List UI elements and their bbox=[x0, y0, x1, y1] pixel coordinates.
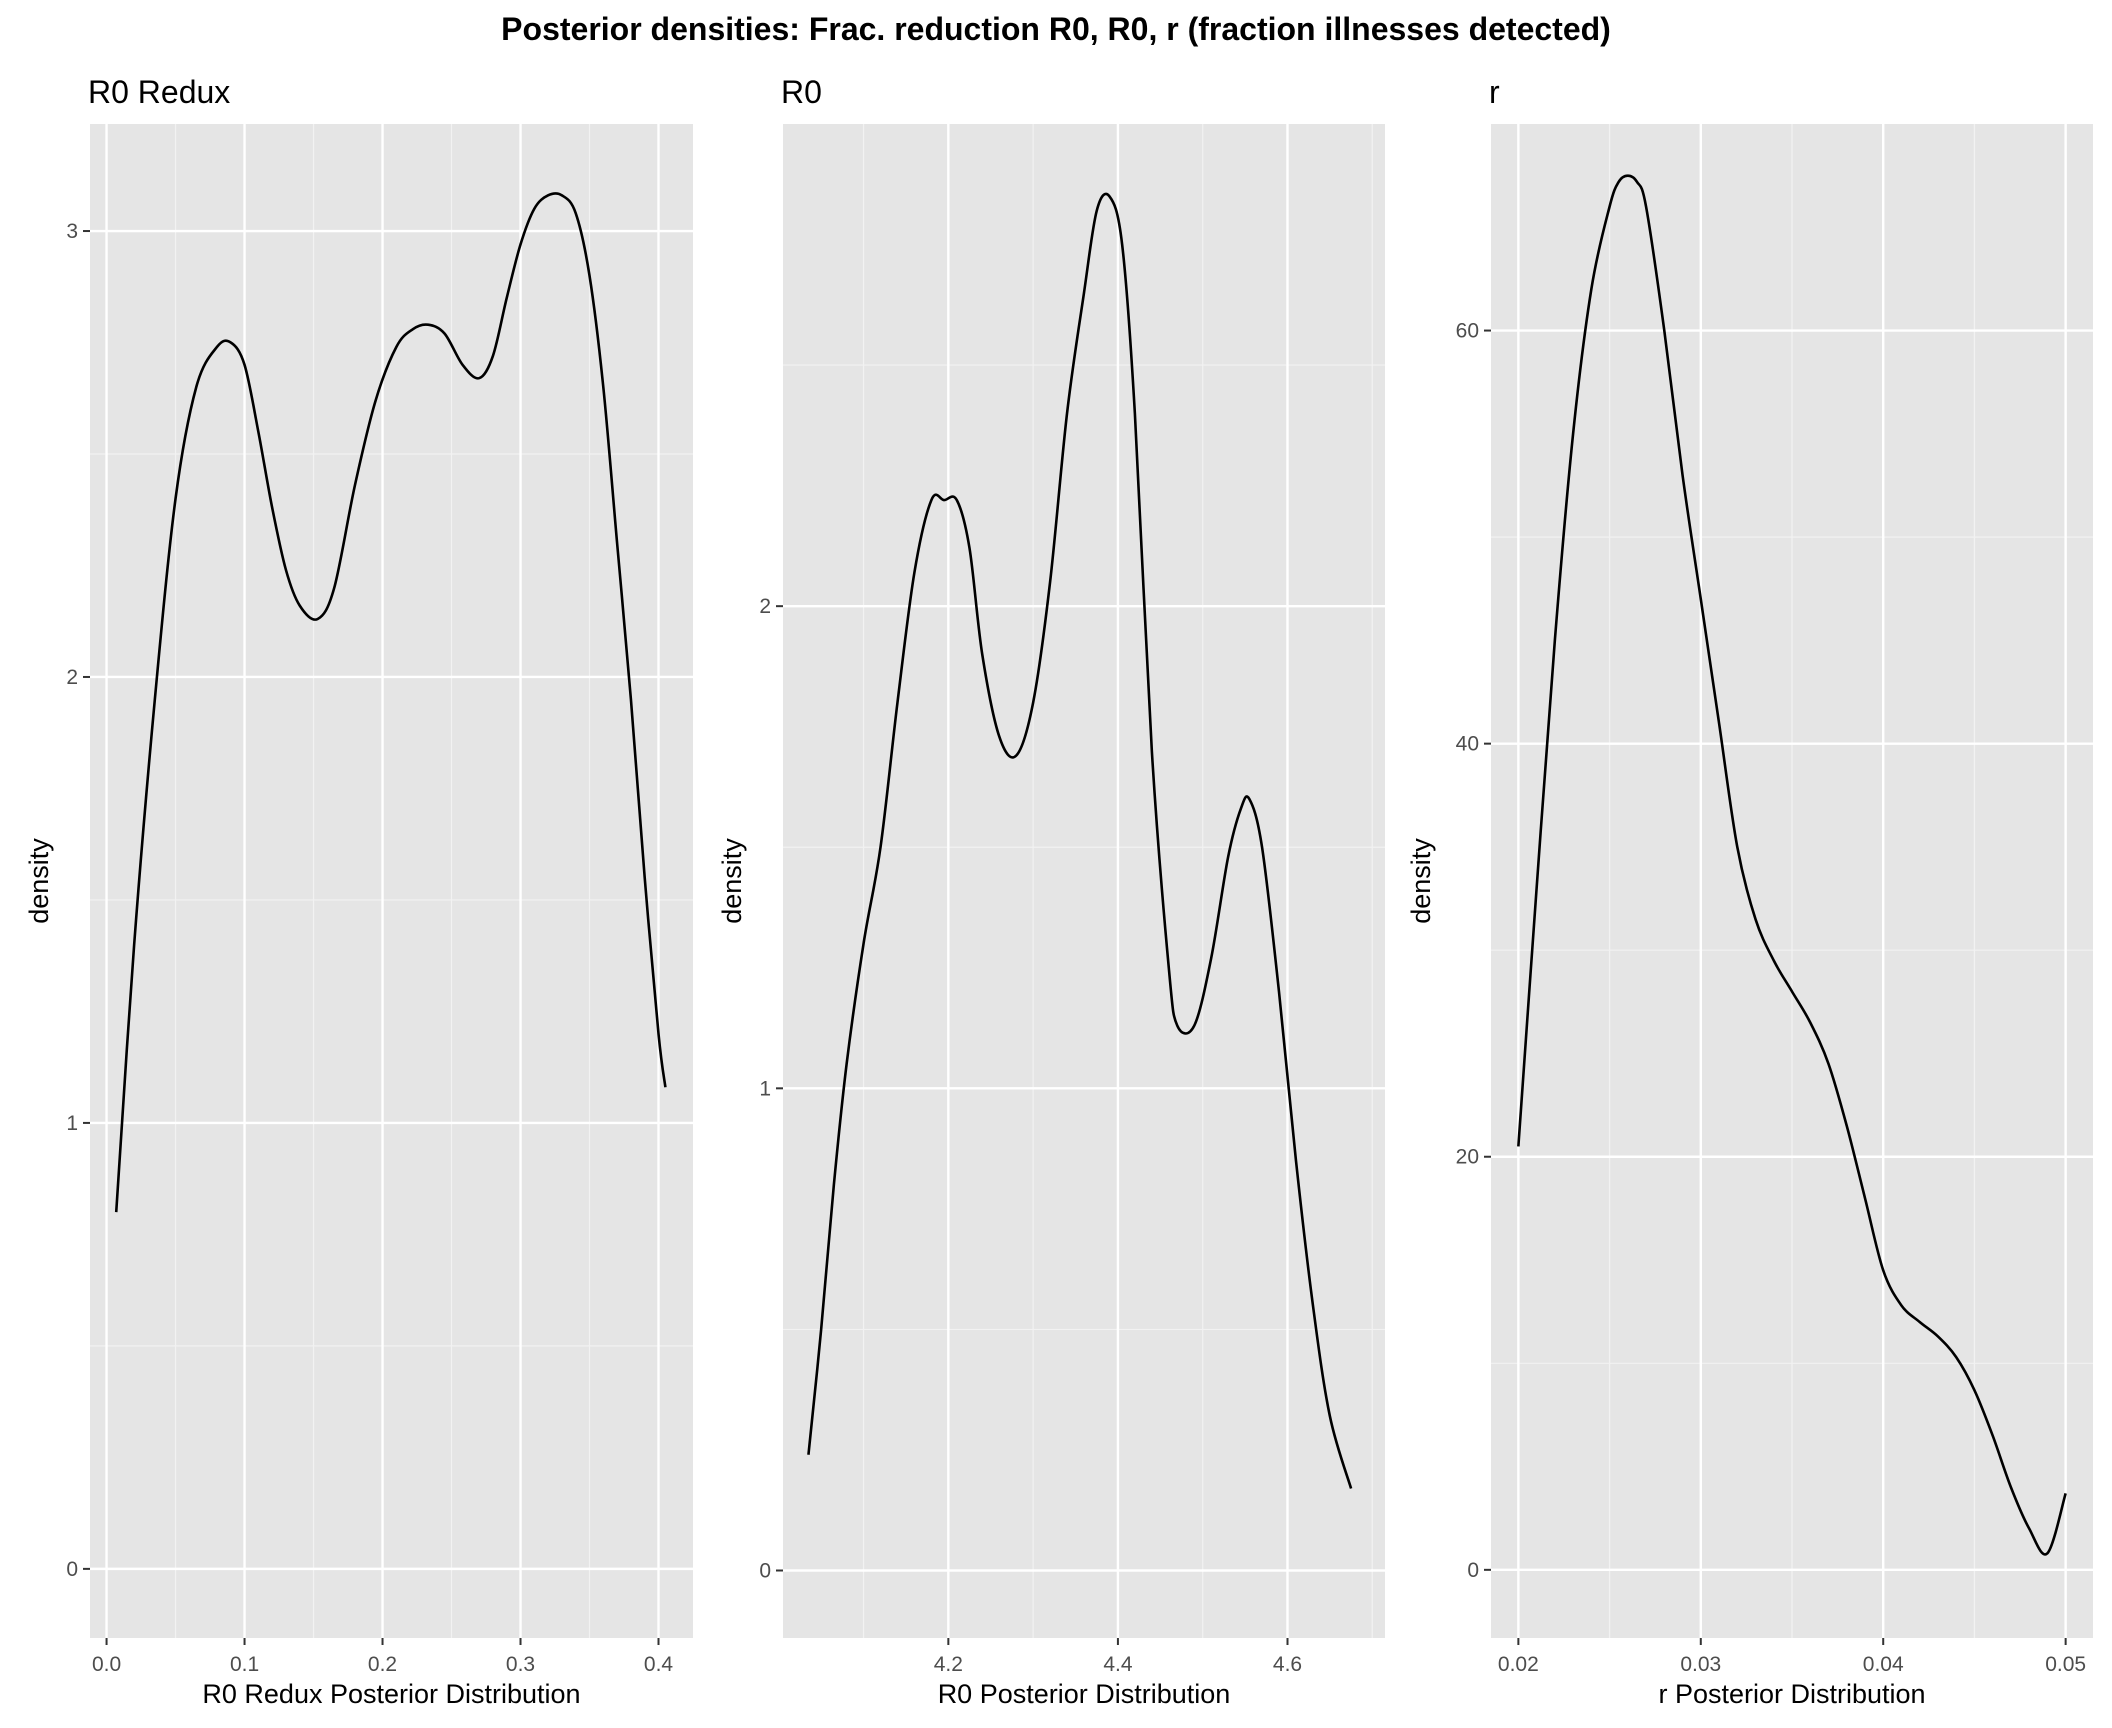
x-axis-label: r Posterior Distribution bbox=[1658, 1679, 1925, 1709]
x-axis-label: R0 Redux Posterior Distribution bbox=[202, 1679, 580, 1709]
y-axis-label: density bbox=[1406, 838, 1436, 924]
x-tick-label: 0.02 bbox=[1498, 1653, 1539, 1676]
panels: 0.0 0.1 0.2 0.3 0.4 0 1 2 3 R0 Redux R0 Redux Post… bbox=[24, 74, 2093, 1709]
y-tick-label: 0 bbox=[1467, 1559, 1479, 1582]
x-tick-label: 0.04 bbox=[1863, 1653, 1904, 1676]
y-tick-label: 2 bbox=[66, 666, 78, 689]
density-curve bbox=[807, 192, 1353, 1489]
panel-title: R0 bbox=[781, 74, 822, 110]
panel-background bbox=[90, 124, 693, 1638]
y-tick-label: 2 bbox=[759, 595, 771, 618]
x-tick-label: 4.6 bbox=[1273, 1653, 1302, 1676]
panel-3: 0.02 0.03 0.04 0.05 0 20 40 60 r r Posterior Dist… bbox=[1406, 74, 2093, 1709]
x-tick-label: 0.03 bbox=[1680, 1653, 1721, 1676]
x-tick-label: 0.0 bbox=[92, 1653, 121, 1676]
x-tick-label: 4.4 bbox=[1103, 1653, 1133, 1676]
y-tick-label: 1 bbox=[759, 1077, 771, 1100]
panel-background bbox=[783, 124, 1385, 1638]
y-tick-label: 60 bbox=[1456, 320, 1479, 343]
panel-1: 0.0 0.1 0.2 0.3 0.4 0 1 2 3 R0 Redux R0 Redux Post… bbox=[24, 74, 693, 1709]
y-axis-label: density bbox=[717, 838, 747, 924]
x-tick-label: 0.3 bbox=[506, 1653, 535, 1676]
main-title: Posterior densities: Frac. reduction R0,… bbox=[501, 11, 1611, 47]
x-tick-label: 0.1 bbox=[230, 1653, 259, 1676]
x-axis-label: R0 Posterior Distribution bbox=[938, 1679, 1231, 1709]
x-tick-label: 0.4 bbox=[644, 1653, 674, 1676]
y-tick-label: 3 bbox=[66, 220, 78, 243]
y-tick-label: 20 bbox=[1456, 1146, 1479, 1169]
y-tick-label: 0 bbox=[759, 1559, 771, 1582]
y-axis-label: density bbox=[24, 838, 54, 924]
y-tick-label: 40 bbox=[1456, 733, 1479, 756]
y-tick-label: 1 bbox=[66, 1112, 78, 1135]
density-curve bbox=[114, 192, 667, 1213]
x-tick-label: 0.05 bbox=[2045, 1653, 2086, 1676]
panel-2: 4.2 4.4 4.6 0 1 2 R0 R0 Posterior Distribution d… bbox=[717, 74, 1385, 1709]
x-tick-label: 0.2 bbox=[368, 1653, 397, 1676]
panel-title: r bbox=[1489, 74, 1500, 110]
panel-title: R0 Redux bbox=[88, 74, 230, 110]
density-curve bbox=[1517, 174, 2067, 1556]
y-tick-label: 0 bbox=[66, 1558, 78, 1581]
x-tick-label: 4.2 bbox=[934, 1653, 963, 1676]
